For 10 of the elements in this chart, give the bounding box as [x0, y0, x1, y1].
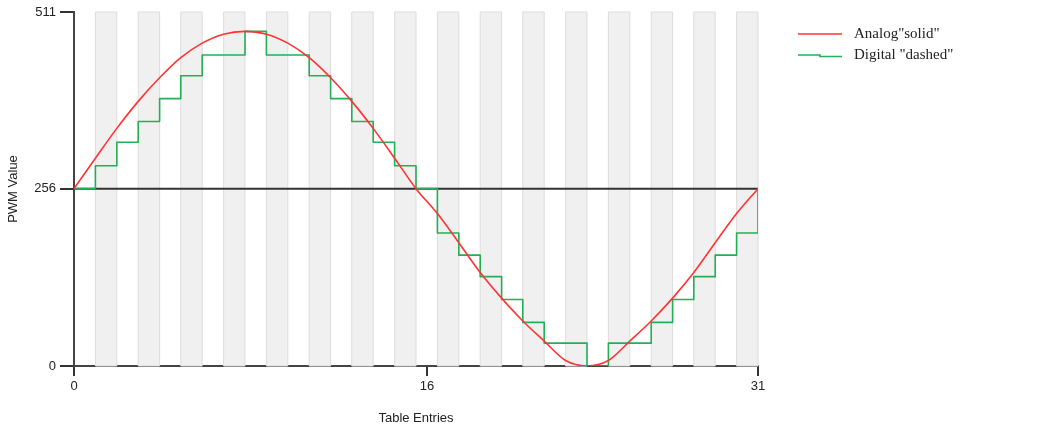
x-tick-label: 0	[70, 378, 78, 394]
y-tick-label: 256	[34, 180, 56, 196]
legend-label: Digital "dashed"	[854, 45, 954, 62]
x-axis-title: Table Entries	[378, 409, 455, 425]
y-axis-title: PWM Value	[5, 155, 21, 223]
legend-label: Analog"solid"	[854, 24, 940, 41]
x-tick-label: 16	[419, 378, 435, 394]
x-tick-label: 31	[750, 378, 766, 394]
y-tick-label: 511	[35, 3, 56, 19]
y-tick-label: 0	[48, 357, 56, 373]
